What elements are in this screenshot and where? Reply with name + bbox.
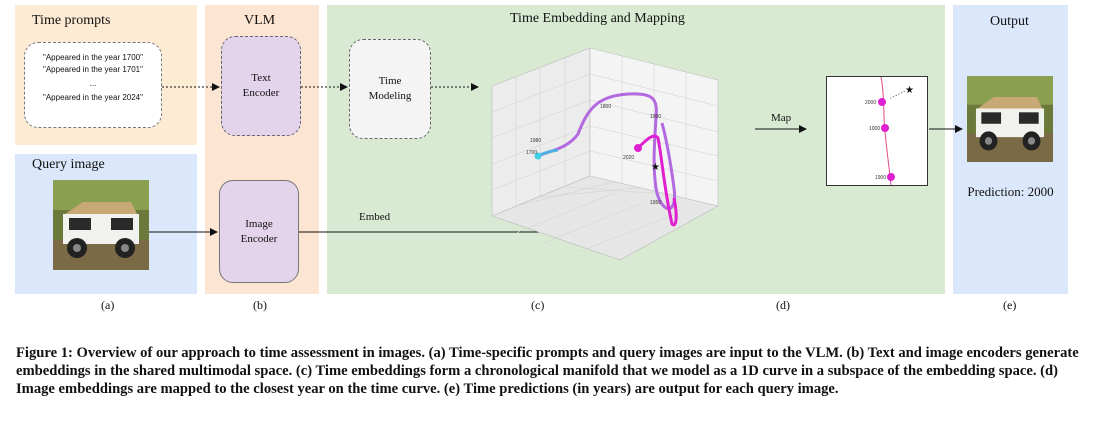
time-embedding-title: Time Embedding and Mapping (510, 11, 685, 26)
query-image-title: Query image (32, 157, 105, 172)
query-star: ★ (651, 162, 660, 173)
curve-label-2020: 2020 (623, 155, 634, 161)
query-car-image (53, 180, 149, 270)
vlm-title: VLM (244, 13, 276, 28)
sublabel-d: (d) (776, 298, 790, 312)
embed-label: Embed (359, 211, 391, 223)
inset-map-line (888, 90, 906, 100)
curve-label-1800: 1800 (600, 104, 611, 110)
curve-label-1950: 1950 (650, 200, 661, 206)
image-encoder-box: Image Encoder (219, 180, 299, 283)
text-encoder-label-2: Encoder (242, 87, 280, 99)
prompts-box: "Appeared in the year 1700" "Appeared in… (24, 42, 162, 128)
time-modeling-box: Time Modeling (349, 39, 431, 139)
prompt-line-1: "Appeared in the year 1700" (43, 53, 143, 62)
image-encoder-label-1: Image (245, 217, 273, 230)
inset-point-1900 (887, 173, 895, 181)
map-label: Map (771, 112, 792, 124)
sublabel-a: (a) (101, 298, 115, 312)
prompt-line-2: "Appeared in the year 1701" (43, 65, 143, 74)
curve-2020-point (634, 144, 642, 152)
inset-point-2000 (878, 98, 886, 106)
output-car-image (967, 76, 1053, 162)
text-encoder-box: Text Encoder (221, 36, 301, 136)
sublabel-c: (c) (531, 298, 545, 312)
time-modeling-label-2: Modeling (368, 90, 412, 102)
inset-star: ★ (905, 85, 914, 96)
curve-label-1980: 1980 (530, 138, 541, 144)
time-curve (537, 92, 677, 211)
text-encoder-label-1: Text (251, 72, 271, 84)
3d-time-curve-plot: 1800 1900 1700 2020 1950 1980 ★ (491, 47, 719, 261)
curve-label-1900: 1900 (650, 114, 661, 120)
curve-label-1700: 1700 (526, 150, 537, 156)
prompt-line-3: "Appeared in the year 2024" (43, 93, 143, 102)
sublabel-b: (b) (253, 298, 267, 312)
curve-start-point (534, 152, 542, 160)
inset-tick-1900: 1900 (875, 175, 886, 181)
time-modeling-label-1: Time (378, 75, 402, 87)
prompt-ellipsis: ... (89, 79, 97, 88)
image-encoder-label-2: Encoder (240, 232, 278, 245)
output-title: Output (990, 14, 1029, 29)
inset-tick-1000: 1000 (869, 126, 880, 132)
time-prompts-title: Time prompts (32, 13, 111, 28)
figure-caption: Figure 1: Overview of our approach to ti… (16, 345, 1079, 397)
sublabel-e: (e) (1003, 298, 1017, 312)
inset-point-1000 (881, 124, 889, 132)
inset-curve: 2000 1000 1900 ★ (865, 76, 914, 186)
time-curve-recent (636, 134, 678, 227)
mapping-inset: 2000 1000 1900 ★ (826, 76, 928, 186)
inset-tick-2000: 2000 (865, 100, 876, 106)
prediction-text: Prediction: 2000 (967, 184, 1054, 199)
